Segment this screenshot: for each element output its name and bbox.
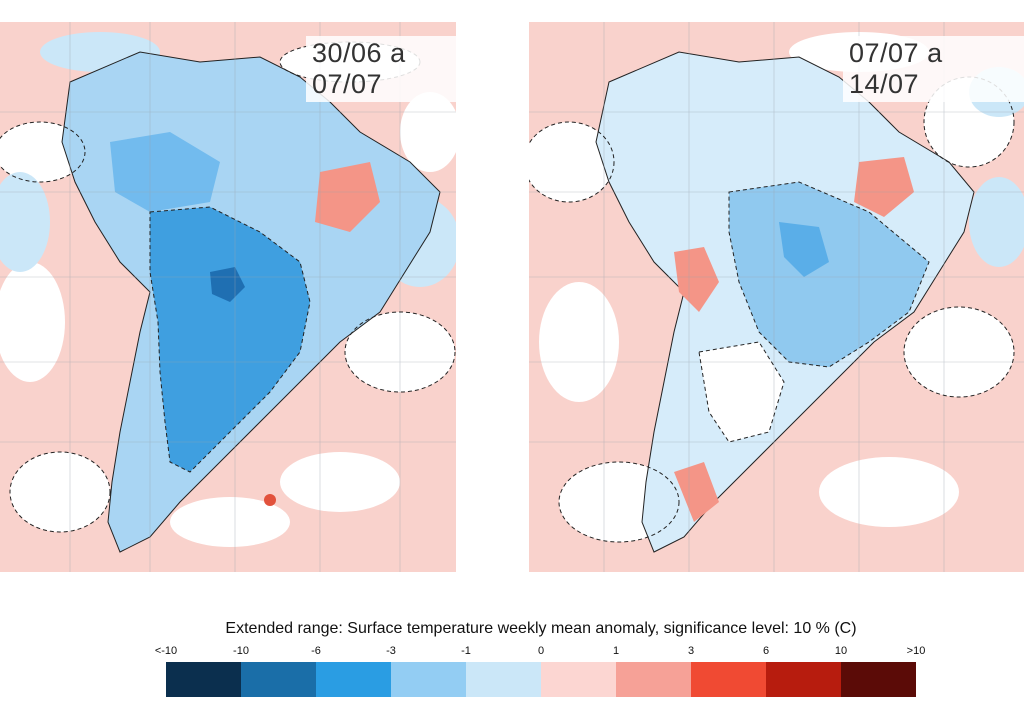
color-scale-swatch [841, 662, 916, 697]
legend-title: Extended range: Surface temperature week… [225, 620, 857, 637]
legend-tick-label: >10 [906, 645, 926, 657]
color-scale-swatch [316, 662, 391, 697]
legend-tick-label: 1 [612, 645, 620, 657]
color-scale-swatch [766, 662, 841, 697]
color-scale-swatch [466, 662, 541, 697]
warm-patch-south [674, 462, 719, 522]
warm-strong-spots [264, 494, 276, 506]
warm-patch-brazil [854, 157, 914, 217]
period-label: 30/06 a 07/07 [306, 36, 456, 102]
significance-contours [529, 76, 1015, 543]
legend-tick-label: <-10 [154, 645, 178, 657]
legend-tick-label: -10 [233, 645, 249, 657]
map-canvas [0, 22, 456, 572]
color-scale-swatch [166, 662, 241, 697]
map-canvas [529, 22, 1024, 572]
period-label: 07/07 a 14/07 [843, 36, 1024, 102]
legend-tick-label: 6 [762, 645, 770, 657]
legend-tick-label: -6 [311, 645, 321, 657]
cold-anomaly-medium [779, 222, 829, 277]
color-scale-swatch [541, 662, 616, 697]
color-scale-swatch [691, 662, 766, 697]
cold-anomaly-region [729, 182, 929, 367]
color-scale-swatch [391, 662, 466, 697]
legend-tick-label: -3 [386, 645, 396, 657]
color-scale-swatch [241, 662, 316, 697]
warm-patch-andes [674, 247, 719, 312]
lat-lon-grid [529, 22, 1024, 572]
lat-lon-grid [0, 22, 456, 572]
anomaly-map-week-1: 30/06 a 07/07 [0, 22, 456, 572]
color-scale-swatch [616, 662, 691, 697]
color-scale-bar [166, 662, 916, 697]
neutral-interior [699, 342, 784, 442]
legend-tick-labels: <-10 -10 -6 -3 -1 0 1 3 6 10 >10 [0, 645, 1024, 661]
legend-tick-label: 10 [834, 645, 848, 657]
legend-tick-label: -1 [461, 645, 471, 657]
warm-patch-brazil [315, 162, 380, 232]
cold-anomaly-core [150, 207, 310, 472]
anomaly-map-week-2: 07/07 a 14/07 [529, 22, 1024, 572]
cold-anomaly-strong [210, 267, 245, 302]
legend-tick-label: 3 [687, 645, 695, 657]
legend-tick-label: 0 [537, 645, 545, 657]
